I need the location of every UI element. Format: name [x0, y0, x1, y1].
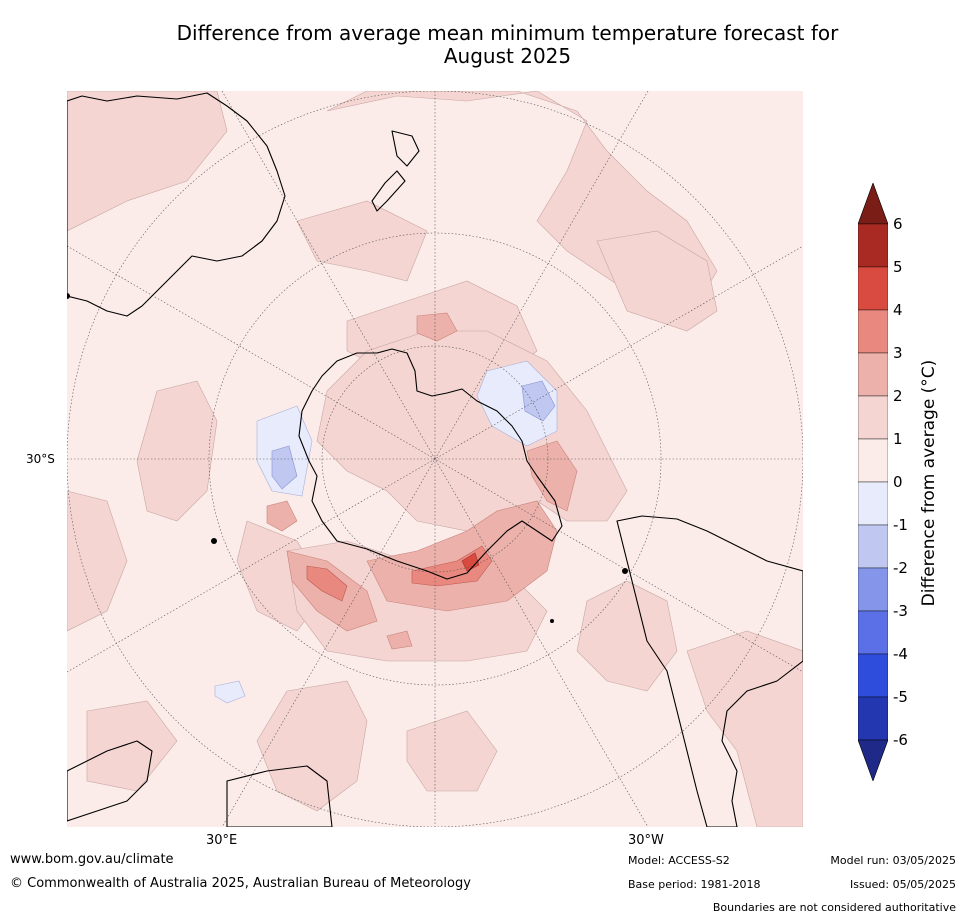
title-line-1: Difference from average mean minimum tem… [176, 21, 839, 45]
map-canvas [67, 91, 803, 827]
new-zealand-south-coast [371, 170, 406, 212]
colorbar-tick-label: 5 [893, 258, 903, 276]
colorbar-under-arrow [858, 739, 888, 781]
colorbar-segment [858, 610, 888, 655]
colorbar-tick-label: 4 [893, 301, 903, 319]
issued-text: Issued: 05/05/2025 [849, 878, 956, 891]
model-run-text: Model run: 03/05/2025 [830, 854, 956, 867]
colorbar-tick-label: -2 [893, 559, 908, 577]
colorbar-segment [858, 524, 888, 569]
colorbar-tick-label: -3 [893, 602, 908, 620]
map-panel[interactable] [67, 91, 803, 827]
base-period-text: Base period: 1981-2018 [628, 878, 761, 891]
madagascar-coast [226, 765, 333, 827]
colorbar-tick-label: -1 [893, 516, 908, 534]
colorbar-segment [858, 438, 888, 483]
graticule [67, 91, 803, 827]
colorbar-segment [858, 266, 888, 311]
colorbar-label: Difference from average (°C) [919, 359, 939, 607]
colorbar-tick-label: 1 [893, 430, 903, 448]
lon-label-30w: 30°W [628, 833, 664, 848]
colorbar-tick-label: 6 [893, 215, 903, 233]
colorbar-segment [858, 653, 888, 698]
coastlines [67, 92, 803, 827]
website-url[interactable]: www.bom.gov.au/climate [10, 852, 174, 867]
colorbar-segment [858, 223, 888, 268]
disclaimer-text: Boundaries are not considered authoritat… [712, 901, 956, 914]
south-america-coast [616, 515, 803, 827]
colorbar [858, 183, 888, 781]
colorbar-over-arrow [858, 183, 888, 225]
colorbar-segment [858, 309, 888, 354]
title-line-2: August 2025 [443, 44, 572, 68]
africa-coast [67, 740, 153, 822]
colorbar-tick-label: -5 [893, 688, 908, 706]
colorbar-segment [858, 481, 888, 526]
colorbar-segment [858, 696, 888, 741]
model-text: Model: ACCESS-S2 [628, 854, 730, 867]
colorbar-segment [858, 352, 888, 397]
islands [67, 293, 628, 623]
chart-title: Difference from average mean minimum tem… [90, 22, 925, 68]
colorbar-segment [858, 567, 888, 612]
colorbar-segment [858, 395, 888, 440]
new-zealand-coast [391, 130, 420, 167]
antarctica-coast [298, 348, 563, 580]
colorbar-tick-label: 0 [893, 473, 903, 491]
colorbar-tick-label: -4 [893, 645, 908, 663]
anomaly-minus2-minus1-regions [271, 380, 556, 490]
lon-label-30e: 30°E [206, 833, 238, 848]
copyright-text: © Commonwealth of Australia 2025, Austra… [10, 876, 471, 891]
anomaly-4-5-regions [461, 552, 480, 572]
australia-coast [67, 92, 286, 317]
colorbar-tick-label: 3 [893, 344, 903, 362]
colorbar-tick-label: -6 [893, 731, 908, 749]
lat-label-30s: 30°S [26, 452, 55, 466]
colorbar-tick-label: 2 [893, 387, 903, 405]
